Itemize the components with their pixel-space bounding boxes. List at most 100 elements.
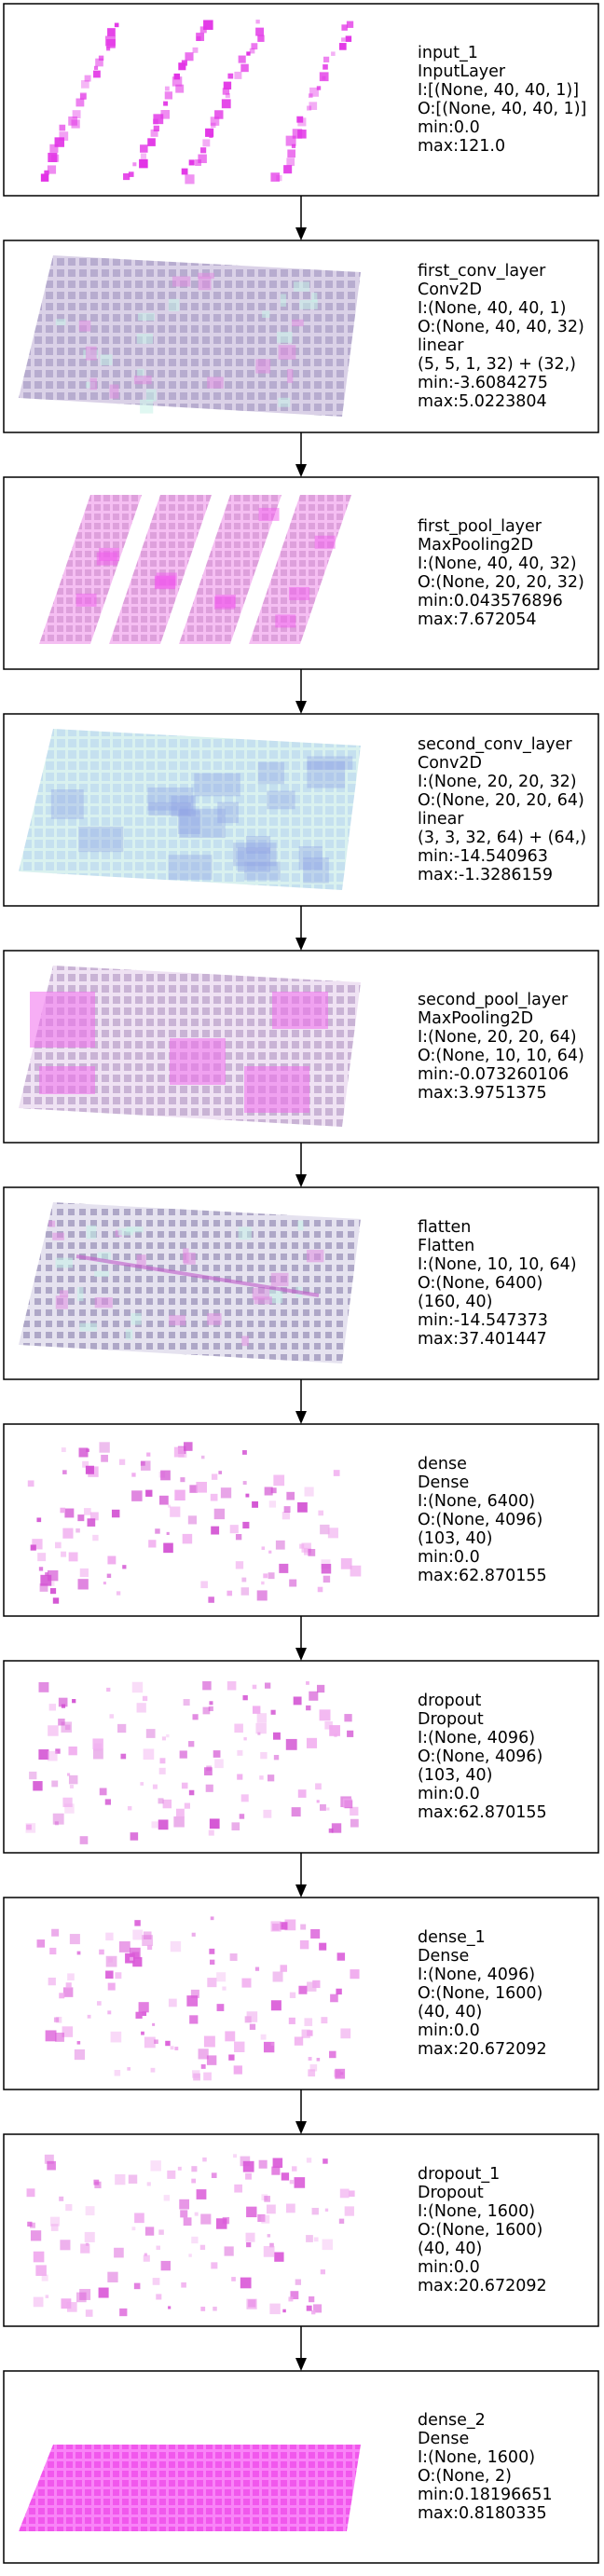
layer-name: first_conv_layer bbox=[418, 262, 546, 281]
layer-visualization bbox=[19, 966, 361, 1127]
layer-info-line: I:(None, 4096) bbox=[418, 1729, 535, 1747]
layer-box bbox=[3, 3, 599, 197]
layer-info-line: Flatten bbox=[418, 1237, 474, 1255]
layer-info-line: Dropout bbox=[418, 2184, 484, 2202]
layer-name: dropout_1 bbox=[418, 2165, 500, 2184]
layer-info-line: max:37.401447 bbox=[418, 1330, 547, 1349]
layer-info-line: O:(None, 1600) bbox=[418, 1984, 542, 2003]
layer-info-line: O:(None, 1600) bbox=[418, 2221, 542, 2240]
layer-info-line: min:-14.547373 bbox=[418, 1311, 548, 1330]
layer-info-line: InputLayer bbox=[418, 62, 506, 81]
layer-info-line: I:(None, 20, 20, 32) bbox=[418, 773, 577, 791]
layer-info-line: I:(None, 6400) bbox=[418, 1492, 535, 1511]
connection-arrow bbox=[295, 1143, 307, 1187]
connection-arrow bbox=[295, 906, 307, 951]
layer-box bbox=[3, 1660, 599, 1854]
layer-info-line: max:7.672054 bbox=[418, 610, 537, 629]
layer-info-line: Dense bbox=[418, 1947, 469, 1966]
layer-name: second_conv_layer bbox=[418, 735, 572, 754]
layer-info-line: I:[(None, 40, 40, 1)] bbox=[418, 81, 579, 100]
layer-info-line: min:0.0 bbox=[418, 2021, 480, 2040]
layer-visualization bbox=[40, 20, 354, 185]
layer-info-line: I:(None, 4096) bbox=[418, 1966, 535, 1984]
layer-visualization bbox=[19, 1202, 361, 1363]
layer-info-line: linear bbox=[418, 336, 464, 355]
layer-info-line: (5, 5, 1, 32) + (32,) bbox=[418, 355, 576, 374]
connection-arrow bbox=[295, 2090, 307, 2134]
layer-info-line: I:(None, 1600) bbox=[418, 2202, 535, 2221]
layer-visualization bbox=[19, 2445, 361, 2531]
layer-info-line: I:(None, 40, 40, 32) bbox=[418, 555, 577, 573]
layer-info-line: MaxPooling2D bbox=[418, 1009, 533, 1028]
layer-info-line: I:(None, 10, 10, 64) bbox=[418, 1255, 577, 1274]
layer-info-line: max:20.672092 bbox=[418, 2277, 547, 2295]
layer-info-line: O:(None, 40, 40, 32) bbox=[418, 318, 584, 336]
connection-arrow bbox=[295, 1616, 307, 1661]
layer-visualization bbox=[19, 729, 361, 890]
layer-info-line: (103, 40) bbox=[418, 1766, 492, 1785]
layer-name: flatten bbox=[418, 1218, 471, 1237]
layer-visualization bbox=[25, 1680, 359, 1844]
layer-info-line: linear bbox=[418, 810, 464, 829]
layer-name: dense bbox=[418, 1455, 467, 1473]
layer-info-line: min:0.0 bbox=[418, 2258, 480, 2277]
layer-info-line: max:3.9751375 bbox=[418, 1084, 547, 1103]
layer-visualization bbox=[26, 2154, 355, 2317]
layer-visualization bbox=[27, 1442, 362, 1604]
layer-info-line: min:-3.6084275 bbox=[418, 374, 548, 392]
layer-info-line: Conv2D bbox=[418, 281, 482, 299]
layer-visualization bbox=[19, 255, 361, 417]
layer-visualization bbox=[36, 1916, 360, 2081]
layer-info-line: min:0.0 bbox=[418, 1785, 480, 1803]
layer-info-line: O:(None, 4096) bbox=[418, 1747, 542, 1766]
connection-arrow bbox=[295, 1853, 307, 1898]
layer-info-line: min:0.0 bbox=[418, 118, 480, 137]
layer-info-line: O:(None, 10, 10, 64) bbox=[418, 1047, 584, 1065]
layer-name: dense_1 bbox=[418, 1928, 486, 1947]
layer-info-line: max:62.870155 bbox=[418, 1803, 547, 1822]
layer-name: dense_2 bbox=[418, 2411, 486, 2430]
layer-info-line: Conv2D bbox=[418, 754, 482, 773]
connection-arrow bbox=[295, 669, 307, 714]
layer-info-line: max:121.0 bbox=[418, 137, 505, 156]
layer-info-line: O:(None, 6400) bbox=[418, 1274, 542, 1293]
layer-info-line: min:-0.073260106 bbox=[418, 1065, 569, 1084]
layer-info-line: (103, 40) bbox=[418, 1529, 492, 1548]
layer-info-line: I:(None, 1600) bbox=[418, 2448, 535, 2467]
layer-info-line: min:0.18196651 bbox=[418, 2486, 553, 2504]
layer-info-line: max:5.0223804 bbox=[418, 392, 547, 411]
layer-info-line: I:(None, 20, 20, 64) bbox=[418, 1028, 577, 1047]
layer-info-line: O:(None, 20, 20, 32) bbox=[418, 573, 584, 592]
layer-info-line: (3, 3, 32, 64) + (64,) bbox=[418, 829, 586, 847]
layer-name: second_pool_layer bbox=[418, 991, 569, 1009]
connection-arrow bbox=[295, 432, 307, 477]
layer-info-line: O:(None, 2) bbox=[418, 2467, 512, 2486]
connection-arrow bbox=[295, 2326, 307, 2371]
connection-arrow bbox=[295, 196, 307, 240]
layer-name: dropout bbox=[418, 1692, 482, 1710]
layer-info-line: O:(None, 4096) bbox=[418, 1511, 542, 1529]
layer-info-line: O:[(None, 40, 40, 1)] bbox=[418, 100, 586, 118]
layer-info-line: min:-14.540963 bbox=[418, 847, 548, 866]
layer-visualization bbox=[39, 495, 351, 644]
layer-info-line: MaxPooling2D bbox=[418, 536, 533, 555]
layer-info-line: max:20.672092 bbox=[418, 2040, 547, 2059]
layer-info-line: Dense bbox=[418, 2430, 469, 2448]
layer-info-line: min:0.0 bbox=[418, 1548, 480, 1567]
connection-arrow bbox=[295, 1379, 307, 1424]
layer-info-line: (40, 40) bbox=[418, 2240, 482, 2258]
layer-info-line: max:-1.3286159 bbox=[418, 866, 553, 884]
layer-info-line: Dropout bbox=[418, 1710, 484, 1729]
layer-info-line: (160, 40) bbox=[418, 1293, 492, 1311]
layer-info-line: min:0.043576896 bbox=[418, 592, 563, 610]
